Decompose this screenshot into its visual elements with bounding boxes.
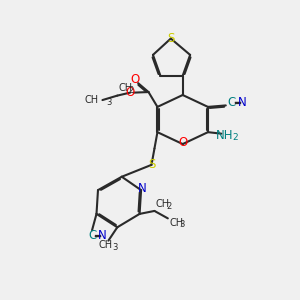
Text: CH: CH [156,199,170,208]
Text: O: O [125,86,135,99]
Text: O: O [130,73,139,86]
Text: N: N [138,182,147,195]
Text: CH: CH [169,218,183,228]
Text: 3: 3 [112,243,118,252]
Text: O: O [178,136,187,149]
Text: N: N [238,96,247,109]
Text: N: N [98,229,107,242]
Text: C: C [88,229,96,242]
Text: NH: NH [216,129,233,142]
Text: CH: CH [85,95,99,105]
Text: 3: 3 [180,220,185,230]
Text: CH: CH [118,82,132,93]
Text: S: S [167,32,175,45]
Text: 2: 2 [233,133,239,142]
Text: S: S [148,158,155,171]
Text: C: C [228,96,236,109]
Text: 2: 2 [129,86,134,95]
Text: CH: CH [98,240,112,250]
Text: 2: 2 [166,202,172,211]
Text: 3: 3 [106,98,112,106]
